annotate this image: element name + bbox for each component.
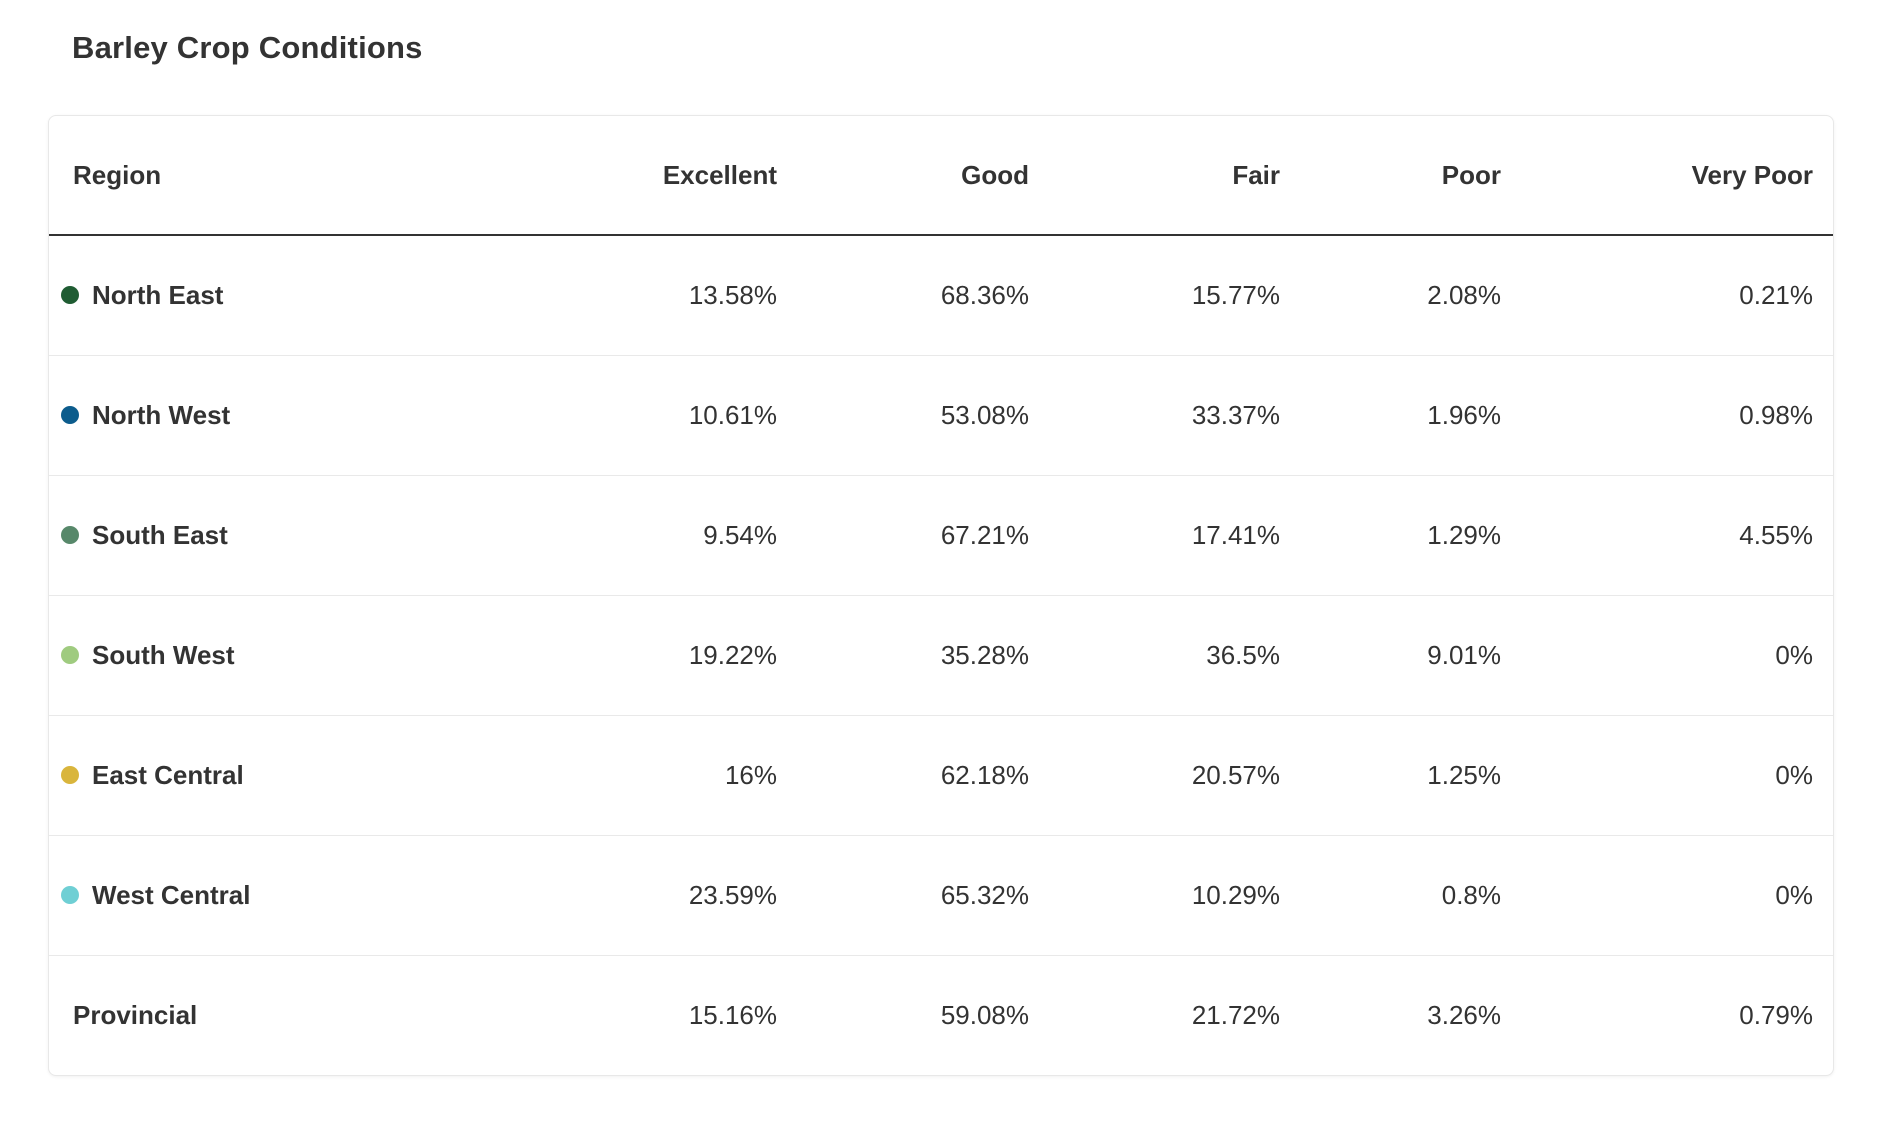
column-header-good: Good [777,116,1029,236]
excellent-value: 9.54% [703,519,777,550]
table-row: South West 19.22% 35.28% 36.5% 9.01% 0% [49,595,1833,715]
very-poor-value: 4.55% [1739,519,1813,550]
table-row: East Central 16% 62.18% 20.57% 1.25% 0% [49,715,1833,835]
crop-conditions-table: Region Excellent Good Fair Poor Very Poo… [49,116,1833,1075]
very-poor-value: 0.79% [1739,999,1813,1030]
poor-value: 0.8% [1441,879,1501,910]
very-poor-value: 0.21% [1739,279,1813,310]
very-poor-value: 0.98% [1739,399,1813,430]
table-row: South East 9.54% 67.21% 17.41% 1.29% 4.5… [49,475,1833,595]
poor-value: 1.29% [1427,519,1501,550]
excellent-value: 13.58% [688,279,777,310]
summary-row: Provincial 15.16% 59.08% 21.72% 3.26% 0.… [49,955,1833,1075]
region-name: East Central [92,759,244,790]
poor-value: 3.26% [1427,999,1501,1030]
very-poor-value: 0% [1775,639,1813,670]
column-header-very-poor: Very Poor [1501,116,1833,236]
table-header: Region Excellent Good Fair Poor Very Poo… [49,116,1833,236]
page-title: Barley Crop Conditions [72,30,423,65]
fair-value: 17.41% [1191,519,1280,550]
region-legend-dot [61,526,79,544]
region-name: North East [92,279,224,310]
column-header-poor: Poor [1280,116,1501,236]
excellent-value: 19.22% [688,639,777,670]
column-header-region: Region [49,116,522,236]
poor-value: 1.96% [1427,399,1501,430]
excellent-value: 15.16% [688,999,777,1030]
region-name: North West [92,399,231,430]
summary-row-label: Provincial [73,999,198,1030]
fair-value: 10.29% [1191,879,1280,910]
good-value: 59.08% [940,999,1029,1030]
header-row: Region Excellent Good Fair Poor Very Poo… [49,116,1833,236]
good-value: 67.21% [940,519,1029,550]
region-legend-dot [61,766,79,784]
region-legend-dot [61,886,79,904]
excellent-value: 10.61% [688,399,777,430]
crop-conditions-card: Region Excellent Good Fair Poor Very Poo… [48,115,1834,1076]
region-name: South East [92,519,228,550]
column-header-excellent: Excellent [522,116,777,236]
poor-value: 9.01% [1427,639,1501,670]
good-value: 35.28% [940,639,1029,670]
fair-value: 36.5% [1206,639,1280,670]
good-value: 62.18% [940,759,1029,790]
region-name: South West [92,639,235,670]
poor-value: 1.25% [1427,759,1501,790]
good-value: 68.36% [940,279,1029,310]
column-header-fair: Fair [1029,116,1280,236]
table-row: North East 13.58% 68.36% 15.77% 2.08% 0.… [49,235,1833,355]
poor-value: 2.08% [1427,279,1501,310]
very-poor-value: 0% [1775,879,1813,910]
fair-value: 15.77% [1191,279,1280,310]
table-row: North West 10.61% 53.08% 33.37% 1.96% 0.… [49,355,1833,475]
region-name: West Central [92,879,251,910]
region-legend-dot [61,646,79,664]
very-poor-value: 0% [1775,759,1813,790]
excellent-value: 23.59% [688,879,777,910]
region-legend-dot [61,286,79,305]
fair-value: 33.37% [1191,399,1280,430]
fair-value: 20.57% [1191,759,1280,790]
region-legend-dot [61,406,79,424]
excellent-value: 16% [724,759,777,790]
good-value: 65.32% [940,879,1029,910]
table-row: West Central 23.59% 65.32% 10.29% 0.8% 0… [49,835,1833,955]
good-value: 53.08% [940,399,1029,430]
fair-value: 21.72% [1191,999,1280,1030]
